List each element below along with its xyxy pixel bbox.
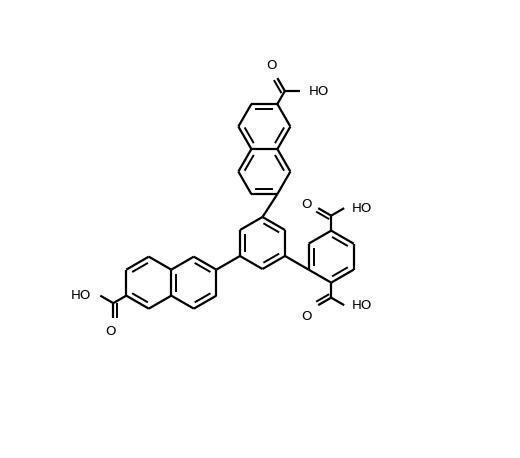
Text: O: O [106, 325, 116, 338]
Text: O: O [266, 59, 277, 72]
Text: HO: HO [352, 202, 372, 215]
Text: HO: HO [352, 299, 372, 311]
Text: O: O [302, 310, 312, 323]
Text: HO: HO [309, 85, 329, 98]
Text: O: O [302, 198, 312, 211]
Text: HO: HO [71, 289, 92, 302]
